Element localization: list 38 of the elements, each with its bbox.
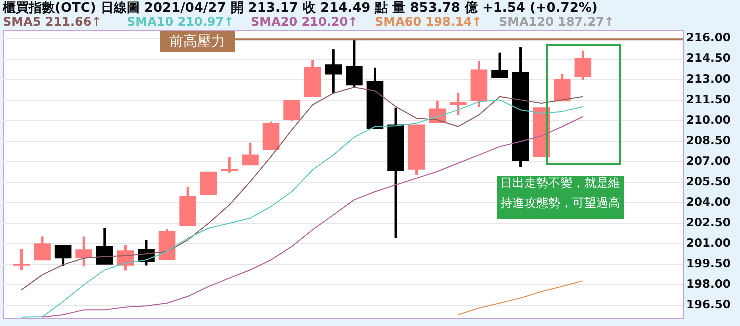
y-tick-label: 207.00	[686, 154, 731, 168]
candlestick	[200, 172, 218, 195]
candlestick	[96, 227, 114, 266]
y-tick-label: 196.50	[686, 298, 731, 312]
y-tick-label: 214.50	[686, 51, 731, 66]
y-tick-label: 208.50	[686, 133, 731, 148]
y-tick-label: 204.00	[686, 194, 731, 209]
candlestick	[284, 98, 300, 122]
text: SMA60 198.14↑	[375, 15, 482, 29]
y-tick-label: 198.00	[686, 276, 731, 291]
y-tick-label: 201.00	[686, 236, 731, 250]
annotation: 日出走勢不變，就是維持進攻態勢，可望過高	[500, 176, 620, 210]
candlestick	[13, 248, 30, 272]
y-tick-label: 216.00	[686, 30, 731, 45]
candlestick	[325, 48, 342, 94]
y-tick-label: 211.50	[686, 92, 731, 106]
y-tick-label: 213.00	[686, 72, 731, 86]
y-tick-label: 205.50	[686, 174, 731, 188]
candlestick	[554, 73, 571, 102]
candlestick	[76, 235, 93, 268]
text: SMA20 210.20↑	[251, 15, 358, 29]
chart-title: 櫃買指數(OTC) 日線圖 2021/04/27 開 213.17 收 214.49 點 量 853.78 億 +1.54 (+0.72%)	[2, 0, 598, 16]
y-tick-label: 199.50	[686, 256, 731, 270]
candlestick	[54, 244, 72, 268]
line-series	[458, 280, 584, 316]
candlestick	[34, 235, 51, 262]
candlestick	[492, 52, 508, 80]
candlestick	[242, 142, 259, 166]
text: SMA5 211.66↑	[3, 15, 102, 29]
candlestick	[221, 156, 238, 174]
candlestick	[346, 39, 363, 88]
ref-line-label: 前高壓力	[170, 34, 226, 50]
y-tick-label: 202.50	[686, 215, 731, 230]
candlestick	[450, 92, 467, 116]
candlestick	[574, 50, 592, 82]
y-tick-label: 210.00	[686, 112, 731, 127]
legend-label: SMA120 187.27↑	[499, 15, 614, 29]
text: SMA10 210.97↑	[127, 15, 234, 29]
